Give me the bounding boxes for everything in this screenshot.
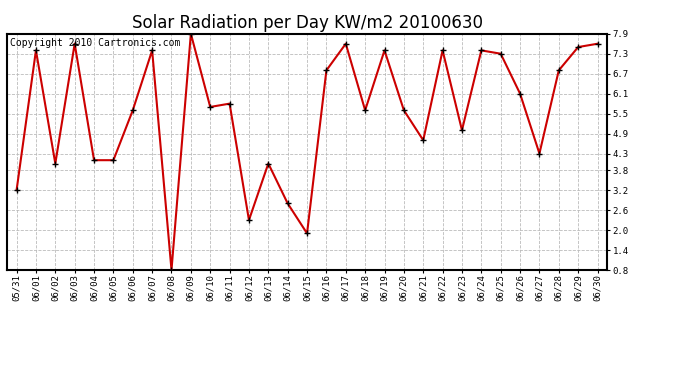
- Text: Copyright 2010 Cartronics.com: Copyright 2010 Cartronics.com: [10, 39, 180, 48]
- Title: Solar Radiation per Day KW/m2 20100630: Solar Radiation per Day KW/m2 20100630: [132, 14, 482, 32]
